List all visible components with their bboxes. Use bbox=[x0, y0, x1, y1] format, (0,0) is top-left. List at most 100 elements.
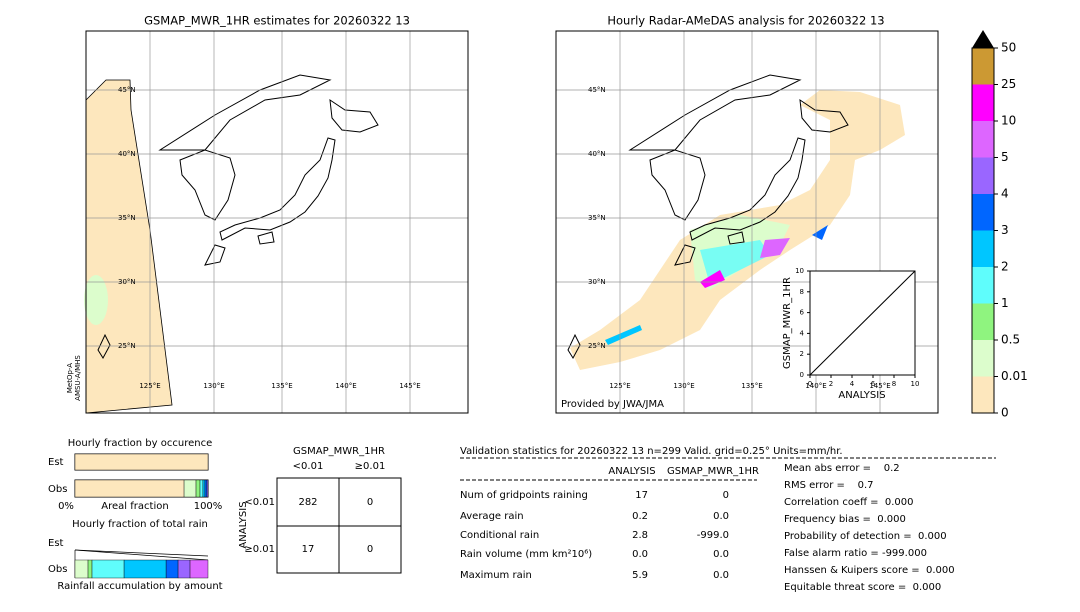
colorbar-label: 25 bbox=[1001, 77, 1016, 91]
rain-area bbox=[700, 270, 725, 288]
bar-segment bbox=[189, 559, 209, 579]
lat-label: 25°N bbox=[118, 342, 136, 350]
color-level bbox=[972, 157, 994, 194]
connector bbox=[74, 549, 209, 561]
color-level bbox=[972, 376, 994, 413]
lon-label: 125°E bbox=[139, 382, 160, 390]
inset-scatter: ANALYSIS GSMAP_MWR_1HR 0 2 4 6 8 10 0 2 4 6 8 10 bbox=[782, 267, 919, 401]
lat-label: 30°N bbox=[118, 278, 136, 286]
map-frame bbox=[85, 30, 469, 414]
map-title: Hourly Radar-AMeDAS analysis for 2026032… bbox=[607, 14, 884, 28]
bar-segment bbox=[195, 479, 201, 498]
y-tick-label: 0 bbox=[800, 371, 804, 379]
bar-segment bbox=[202, 479, 206, 498]
colorbar: 0 0.01 0.5 1 2 3 4 5 10 25 50 bbox=[971, 30, 1028, 420]
score: Hanssen & Kuipers score = 0.000 bbox=[784, 565, 955, 576]
side-note: MetOp-A bbox=[66, 363, 74, 393]
row-label: ≥0.01 bbox=[244, 544, 275, 555]
colorbar-label: 2 bbox=[1001, 260, 1009, 274]
x-tick-label: 0 bbox=[808, 380, 812, 388]
lat-label: 45°N bbox=[588, 86, 606, 94]
lon-label: 130°E bbox=[203, 382, 224, 390]
bar-segment bbox=[74, 479, 185, 498]
inset-ylabel: GSMAP_MWR_1HR bbox=[782, 277, 793, 369]
x-tick-label: 6 bbox=[871, 380, 876, 388]
rain-area bbox=[760, 238, 790, 258]
score: False alarm ratio = -999.000 bbox=[784, 548, 927, 559]
lat-label: 40°N bbox=[588, 150, 606, 158]
row-label: <0.01 bbox=[244, 497, 275, 508]
row-label: Est bbox=[48, 457, 64, 468]
row-label: Obs bbox=[48, 564, 67, 575]
map-title: GSMAP_MWR_1HR estimates for 20260322 13 bbox=[144, 14, 410, 28]
colorbar-label: 0.01 bbox=[1001, 369, 1028, 383]
bar-segment bbox=[74, 559, 89, 579]
y-tick-label: 4 bbox=[800, 329, 805, 337]
col-header: GSMAP_MWR_1HR bbox=[667, 466, 759, 477]
lon-label: 145°E bbox=[399, 382, 420, 390]
bar-segment bbox=[165, 559, 179, 579]
stat-label: Num of gridpoints raining bbox=[460, 490, 588, 501]
stat-value: 0.2 bbox=[632, 511, 648, 522]
cell: 0 bbox=[367, 544, 373, 555]
cell: 282 bbox=[298, 497, 317, 508]
colorbar-label: 0 bbox=[1001, 406, 1009, 420]
panel-title: Hourly fraction of total rain bbox=[72, 519, 208, 530]
lon-label: 135°E bbox=[741, 382, 762, 390]
axis-label: 0% bbox=[58, 501, 74, 512]
y-tick-label: 10 bbox=[795, 267, 804, 275]
color-level bbox=[972, 84, 994, 121]
y-tick-label: 6 bbox=[800, 309, 805, 317]
y-tick-label: 2 bbox=[800, 350, 804, 358]
col-label: <0.01 bbox=[293, 461, 324, 472]
map-right: Provided by JWA/JMA 45°N 40°N 35°N 30°N 25°N… bbox=[555, 30, 939, 414]
color-level bbox=[972, 303, 994, 340]
bar-segment bbox=[177, 559, 191, 579]
score: Frequency bias = 0.000 bbox=[784, 514, 906, 525]
score: Equitable threat score = 0.000 bbox=[784, 582, 941, 593]
col-header: ANALYSIS bbox=[608, 466, 655, 477]
lat-label: 40°N bbox=[118, 150, 136, 158]
bar-segment bbox=[123, 559, 167, 579]
colorbar-label: 4 bbox=[1001, 187, 1009, 201]
lon-label: 145°E bbox=[869, 382, 890, 390]
stat-value: 0.0 bbox=[632, 549, 648, 560]
stat-label: Maximum rain bbox=[460, 570, 532, 581]
stat-value: 0.0 bbox=[713, 570, 729, 581]
bar-segment bbox=[87, 559, 93, 579]
table-title: GSMAP_MWR_1HR bbox=[293, 446, 385, 457]
lat-label: 35°N bbox=[118, 214, 136, 222]
stat-label: Average rain bbox=[460, 511, 524, 522]
stat-value: 0.0 bbox=[713, 549, 729, 560]
lon-label: 125°E bbox=[609, 382, 630, 390]
color-level bbox=[972, 121, 994, 158]
color-level bbox=[972, 48, 994, 85]
lat-label: 35°N bbox=[588, 214, 606, 222]
bar-segment bbox=[204, 479, 208, 498]
bar-segment bbox=[199, 479, 204, 498]
stat-label: Conditional rain bbox=[460, 530, 539, 541]
bar-segment bbox=[74, 453, 209, 471]
row-label: Obs bbox=[48, 484, 67, 495]
stat-value: 2.8 bbox=[632, 530, 648, 541]
colorbar-label: 5 bbox=[1001, 150, 1009, 164]
bar-segment bbox=[206, 479, 209, 498]
connector bbox=[74, 549, 209, 557]
x-tick-label: 4 bbox=[850, 380, 855, 388]
x-tick-label: 8 bbox=[892, 380, 896, 388]
stat-label: Rain volume (mm km²10⁶) bbox=[460, 549, 592, 560]
stat-value: 0.0 bbox=[713, 511, 729, 522]
lon-label: 130°E bbox=[673, 382, 694, 390]
diagonal bbox=[809, 270, 916, 376]
color-level bbox=[972, 230, 994, 267]
colorbar-label: 1 bbox=[1001, 296, 1009, 310]
lon-label: 140°E bbox=[805, 382, 826, 390]
lat-label: 30°N bbox=[588, 278, 606, 286]
cell: 0 bbox=[367, 497, 373, 508]
swath bbox=[85, 79, 173, 414]
row-axis-label: ANALYSIS bbox=[238, 501, 249, 548]
x-tick-label: 10 bbox=[911, 380, 920, 388]
stats-rows: Num of gridpoints raining 17 0 Average rain… bbox=[460, 463, 955, 593]
colorbar-label: 50 bbox=[1001, 41, 1016, 55]
inset-xlabel: ANALYSIS bbox=[838, 390, 885, 401]
